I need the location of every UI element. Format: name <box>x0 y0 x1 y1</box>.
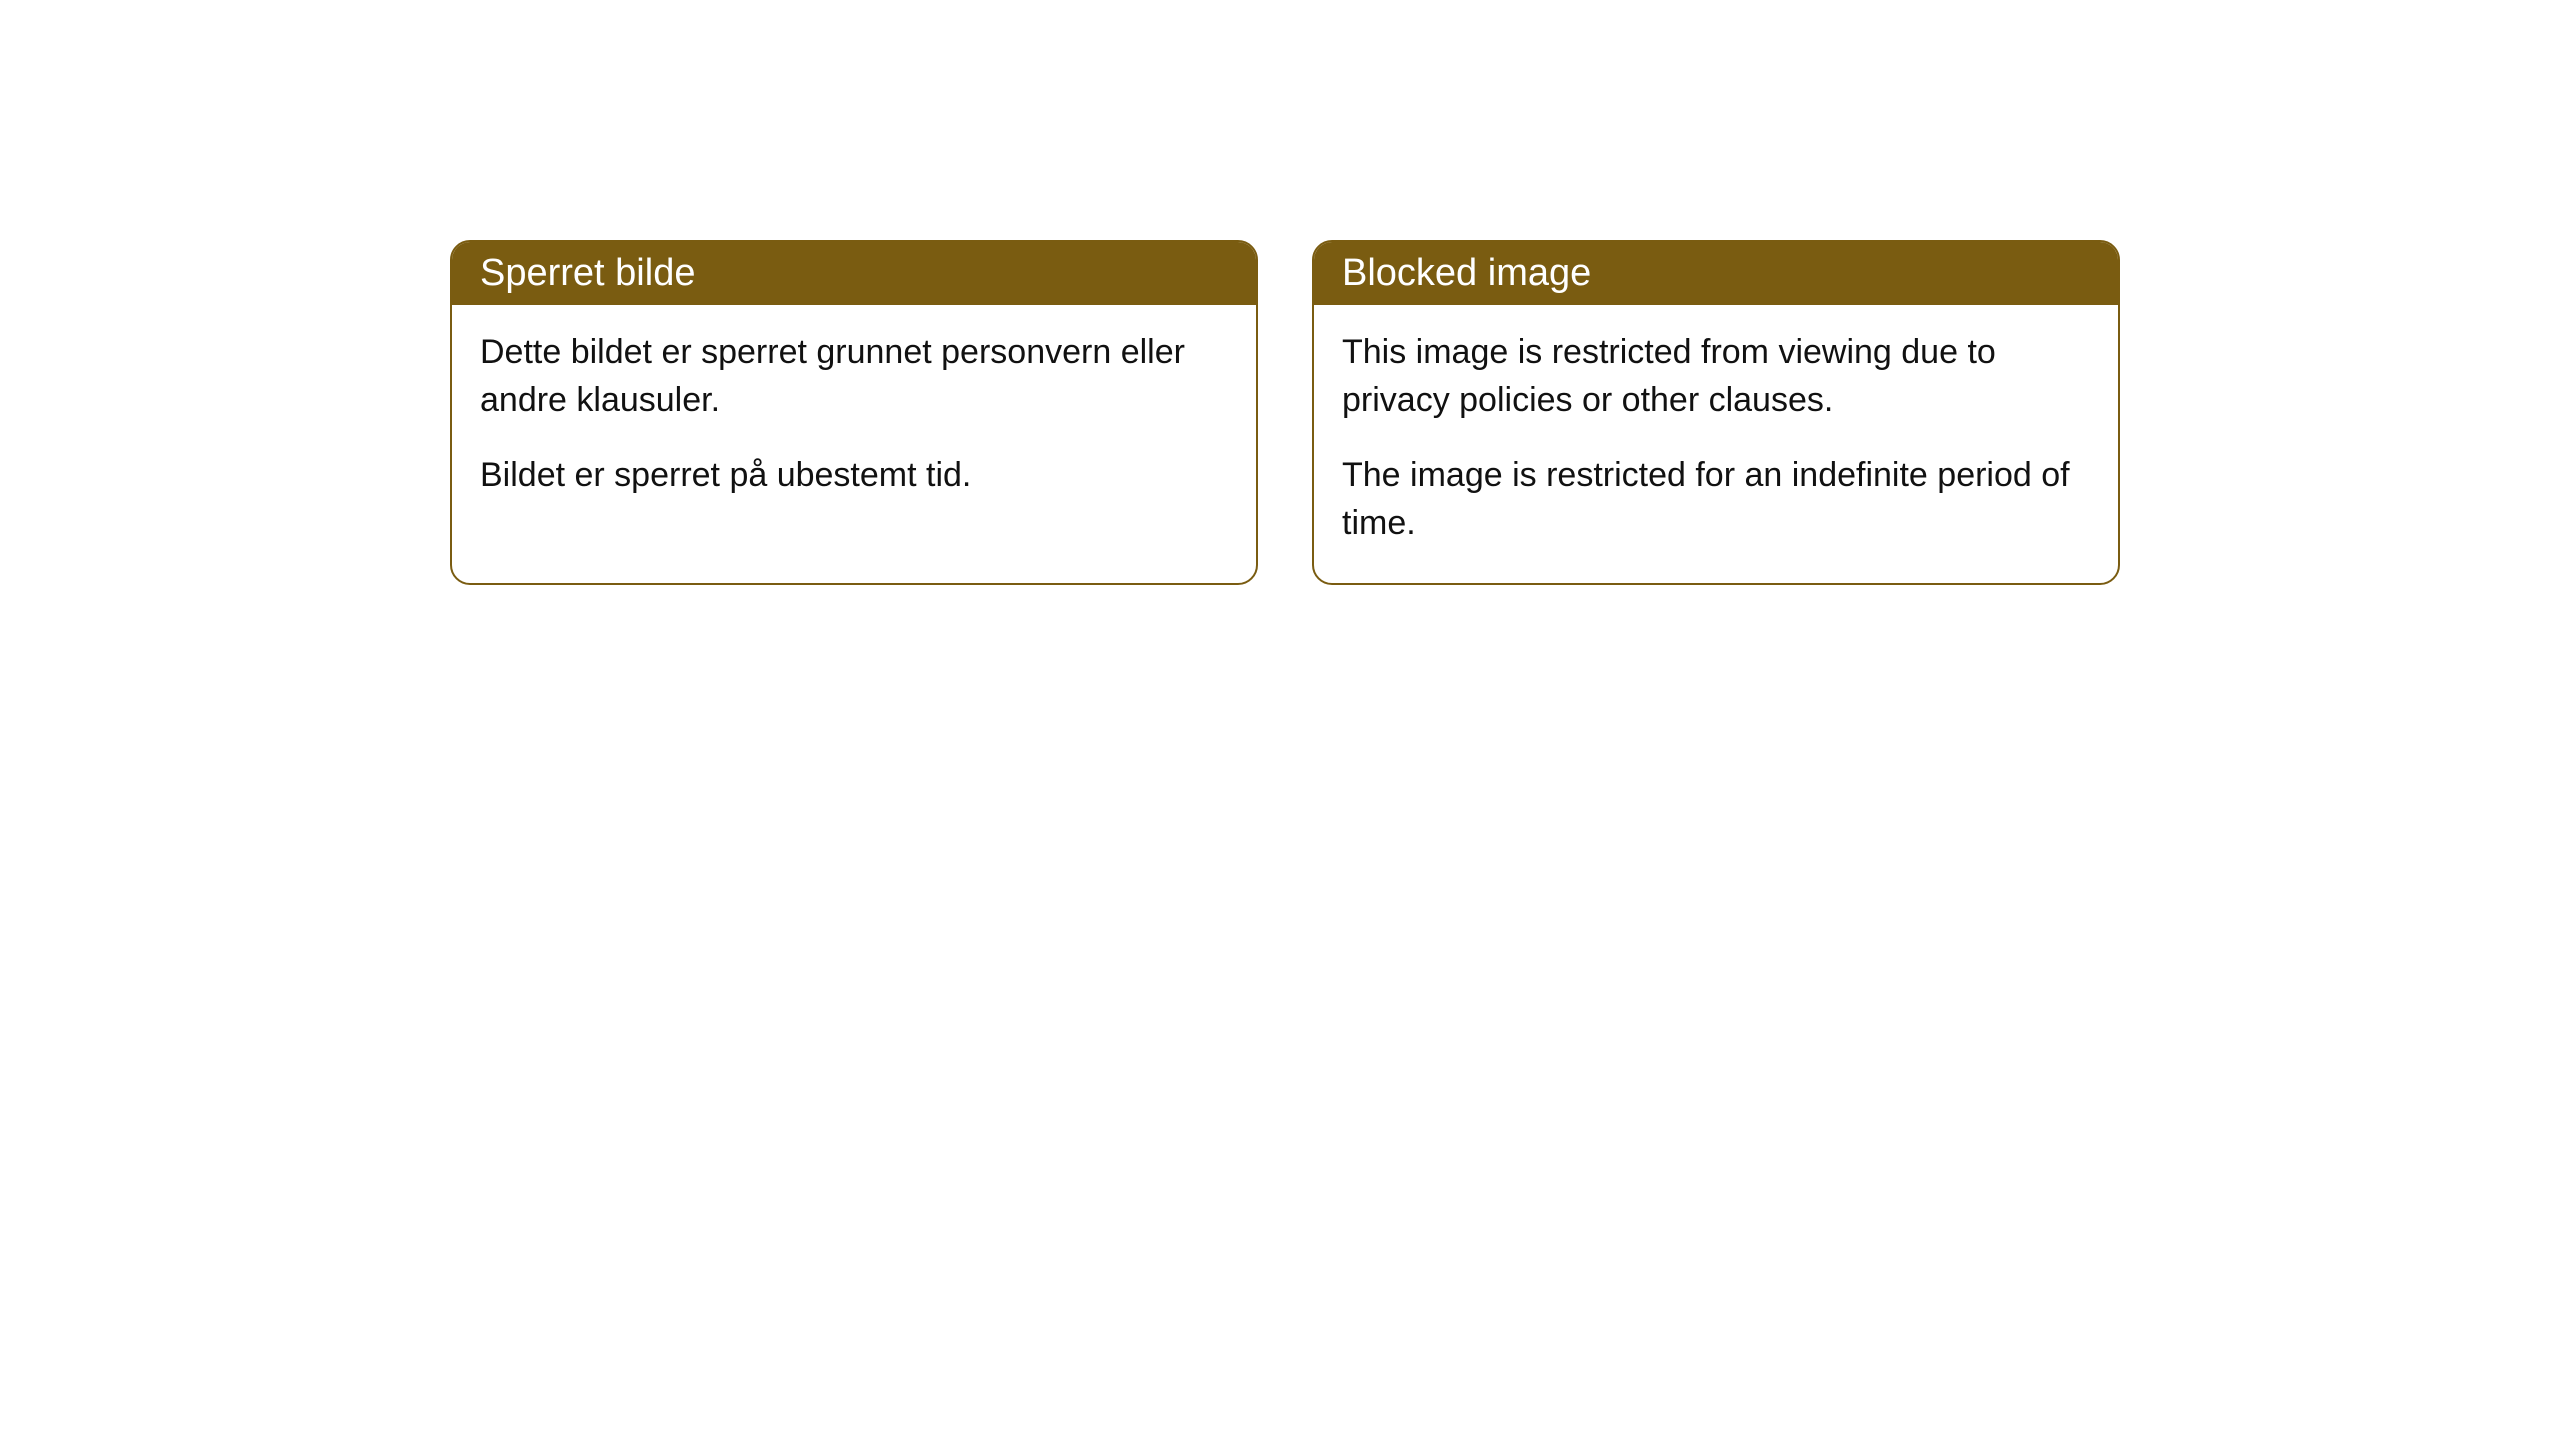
card-paragraph: Dette bildet er sperret grunnet personve… <box>480 329 1228 424</box>
notice-card-norwegian: Sperret bilde Dette bildet er sperret gr… <box>450 240 1258 585</box>
card-body-norwegian: Dette bildet er sperret grunnet personve… <box>452 305 1256 536</box>
card-paragraph: The image is restricted for an indefinit… <box>1342 452 2090 547</box>
notice-card-english: Blocked image This image is restricted f… <box>1312 240 2120 585</box>
card-title: Sperret bilde <box>480 252 695 294</box>
card-body-english: This image is restricted from viewing du… <box>1314 305 2118 583</box>
notice-cards-container: Sperret bilde Dette bildet er sperret gr… <box>450 240 2120 585</box>
card-title: Blocked image <box>1342 252 1591 294</box>
card-paragraph: Bildet er sperret på ubestemt tid. <box>480 452 1228 500</box>
card-header-norwegian: Sperret bilde <box>452 242 1256 305</box>
card-paragraph: This image is restricted from viewing du… <box>1342 329 2090 424</box>
card-header-english: Blocked image <box>1314 242 2118 305</box>
